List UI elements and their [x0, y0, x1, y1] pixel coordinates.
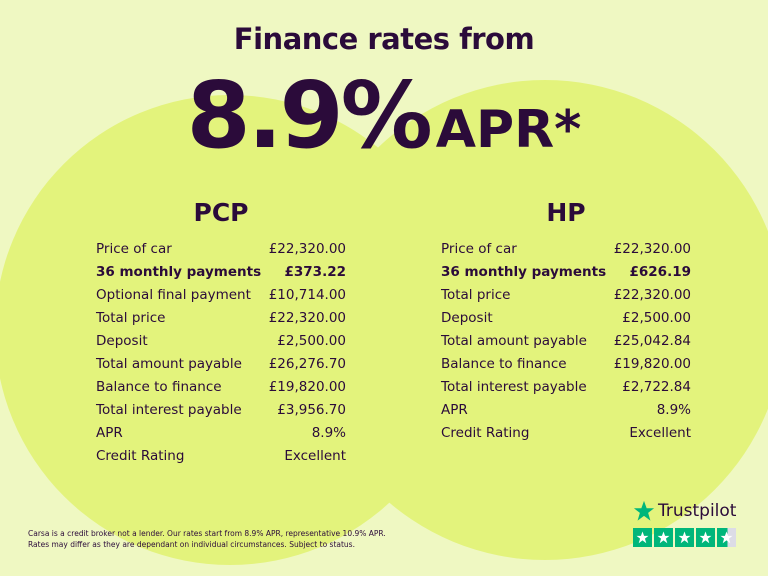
- row-label: Price of car: [441, 241, 517, 257]
- row-label: APR: [441, 402, 468, 418]
- row-label: Total amount payable: [96, 356, 242, 372]
- row-value: £626.19: [629, 264, 692, 280]
- row-label: Credit Rating: [96, 448, 185, 464]
- row-value: £2,500.00: [277, 333, 346, 349]
- table-row: Total amount payable £26,276.70: [96, 353, 346, 376]
- row-value: £3,956.70: [277, 402, 346, 418]
- row-value: £2,500.00: [622, 310, 691, 326]
- rate: 8.9%: [186, 62, 433, 169]
- star: [654, 528, 673, 547]
- row-value: £373.22: [284, 264, 347, 280]
- plan-name: HP: [546, 198, 586, 227]
- table-row: Credit Rating Excellent: [441, 422, 691, 445]
- table-row: Balance to finance £19,820.00: [96, 376, 346, 399]
- row-label: Total amount payable: [441, 333, 587, 349]
- row-value: £19,820.00: [268, 379, 346, 395]
- star: [696, 528, 715, 547]
- table-row: APR 8.9%: [96, 422, 346, 445]
- plan-name: PCP: [193, 198, 249, 227]
- row-label: Balance to finance: [96, 379, 222, 395]
- table-row: APR 8.9%: [441, 399, 691, 422]
- table-row: Total amount payable £25,042.84: [441, 330, 691, 353]
- table-row: Total price £22,320.00: [96, 307, 346, 330]
- table-row: Deposit £2,500.00: [96, 330, 346, 353]
- plan: HP Price of car £22,320.00 36 monthly payme…: [441, 198, 691, 445]
- plan: PCP Price of car £22,320.00 36 monthly paym…: [96, 198, 346, 468]
- table-row: Total interest payable £2,722.84: [441, 376, 691, 399]
- table-row: Total interest payable £3,956.70: [96, 399, 346, 422]
- suffix: APR*: [435, 100, 582, 160]
- row-value: £10,714.00: [268, 287, 346, 303]
- row-label: Balance to finance: [441, 356, 567, 372]
- footer-line: Rates may differ as they are dependant o…: [28, 540, 355, 549]
- row-value: £2,722.84: [622, 379, 691, 395]
- row-label: Total price: [96, 310, 166, 326]
- row-value: £26,276.70: [268, 356, 346, 372]
- table-row: 36 monthly payments £626.19: [441, 261, 691, 284]
- row-label: Total interest payable: [441, 379, 587, 395]
- row-value: £25,042.84: [613, 333, 691, 349]
- star: [633, 528, 652, 547]
- trustpilot-brand: Trustpilot: [633, 500, 736, 522]
- row-value: £22,320.00: [268, 310, 346, 326]
- row-label: Price of car: [96, 241, 172, 257]
- footer: Carsa is a credit broker not a lender. O…: [28, 528, 386, 550]
- row-value: £22,320.00: [613, 241, 691, 257]
- trustpilot: Trustpilot: [633, 500, 736, 547]
- star: [675, 528, 694, 547]
- table-row: Price of car £22,320.00: [96, 238, 346, 261]
- row-value: Excellent: [284, 448, 346, 464]
- row-label: 36 monthly payments: [441, 264, 607, 280]
- row-value: £22,320.00: [613, 287, 691, 303]
- row-value: Excellent: [629, 425, 691, 441]
- title: Finance rates from: [233, 22, 535, 56]
- footer-line: Carsa is a credit broker not a lender. O…: [28, 529, 386, 538]
- table-row: Balance to finance £19,820.00: [441, 353, 691, 376]
- table-row: Price of car £22,320.00: [441, 238, 691, 261]
- row-label: Deposit: [96, 333, 148, 349]
- row-label: Deposit: [441, 310, 493, 326]
- row-label: Optional final payment: [96, 287, 251, 303]
- row-label: 36 monthly payments: [96, 264, 262, 280]
- row-label: APR: [96, 425, 123, 441]
- row-value: 8.9%: [656, 402, 691, 418]
- table-row: 36 monthly payments £373.22: [96, 261, 346, 284]
- row-label: Credit Rating: [441, 425, 530, 441]
- trustpilot-logo: [633, 500, 655, 521]
- table-row: Credit Rating Excellent: [96, 445, 346, 468]
- star: [717, 528, 736, 547]
- circle-right: [305, 80, 768, 560]
- table-row: Total price £22,320.00: [441, 284, 691, 307]
- row-label: Total interest payable: [96, 402, 242, 418]
- hero: 8.9% APR*: [0, 62, 768, 169]
- trustpilot-rating: [633, 528, 736, 547]
- row-label: Total price: [441, 287, 511, 303]
- row-value: £19,820.00: [613, 356, 691, 372]
- row-value: £22,320.00: [268, 241, 346, 257]
- row-value: 8.9%: [311, 425, 346, 441]
- trustpilot-text: Trustpilot: [658, 501, 737, 521]
- table-row: Optional final payment £10,714.00: [96, 284, 346, 307]
- table-row: Deposit £2,500.00: [441, 307, 691, 330]
